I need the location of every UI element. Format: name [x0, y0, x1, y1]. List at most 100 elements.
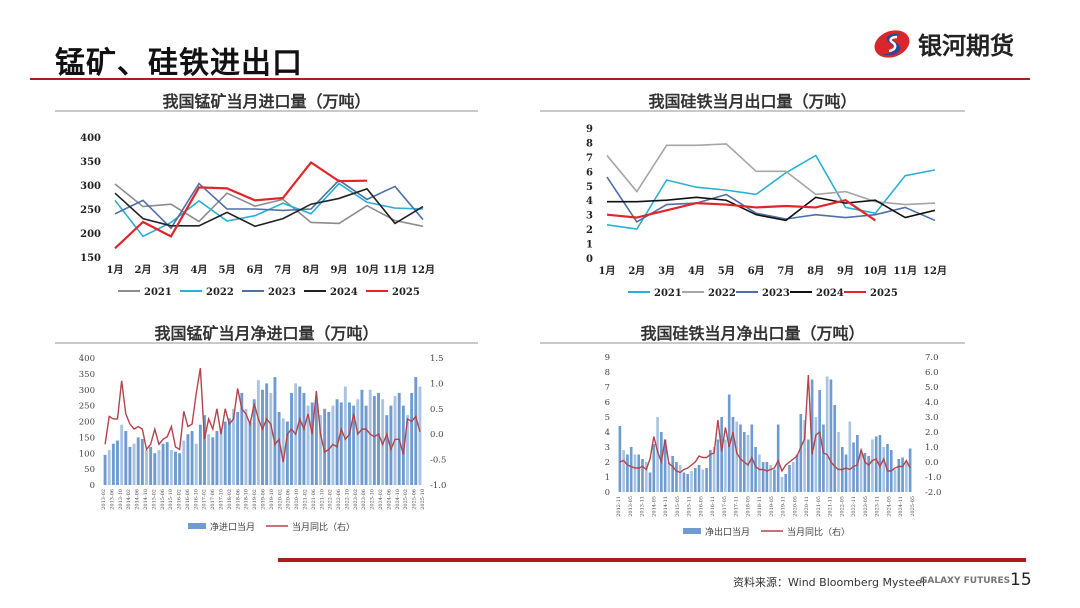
x-tick-label: 7月 [275, 264, 292, 276]
x-tick-label: 2019-05 [769, 496, 775, 517]
x-tick-label: 12月 [923, 265, 947, 277]
x-tick-label: 5月 [219, 264, 236, 276]
series-line-2021 [606, 154, 936, 230]
legend-label: 2022 [206, 287, 234, 298]
bar [675, 462, 678, 492]
y2-tick-label: 2.0 [925, 428, 939, 438]
bar [878, 435, 882, 492]
bar [731, 417, 735, 492]
x-tick-label: 2017-02 [202, 489, 208, 510]
bar [644, 462, 648, 492]
x-tick-label: 7月 [777, 265, 794, 277]
title-divider [30, 78, 1030, 80]
bar [637, 454, 641, 492]
bar [302, 392, 306, 485]
x-tick-label: 2022-06 [336, 489, 342, 510]
chart-ferrosilicon-exports: 9 8 7 6 5 4 3 2 1 0 1月 2月 3月 4月 5月 6月 7月 8月 9月 10月 11月 12月 202… [586, 124, 947, 299]
bar [882, 447, 886, 492]
bar [780, 477, 784, 492]
page-number: 15 [1010, 570, 1032, 590]
bar [211, 437, 215, 485]
bar [136, 437, 140, 485]
bar [248, 421, 252, 485]
bar [298, 386, 302, 485]
bar [803, 420, 806, 492]
bar [256, 380, 260, 485]
bar [273, 377, 277, 485]
series-line-2022 [606, 143, 936, 206]
y-tick-label: 3 [605, 443, 610, 453]
y-tick-label: 300 [80, 181, 101, 192]
y-tick-label: 50 [84, 465, 95, 475]
x-tick-label: 4月 [191, 264, 208, 276]
bar [886, 444, 889, 492]
bar [829, 379, 833, 492]
y2-tick-label: -0.5 [430, 456, 446, 466]
bar [343, 386, 347, 485]
bar [174, 451, 177, 485]
x-tick-label: 8月 [303, 264, 320, 276]
y-tick-label: 200 [80, 229, 101, 240]
bar [223, 421, 227, 485]
x-tick-label: 2019-10 [269, 489, 275, 510]
x-tick-label: 2023-10 [370, 489, 376, 510]
x-tick-label: 9月 [331, 264, 348, 276]
legend-swatch-bars [188, 523, 206, 529]
bar [656, 417, 659, 492]
bar [360, 389, 364, 485]
y2-tick-label: 7.0 [925, 353, 939, 363]
x-tick-label: 5月 [718, 265, 735, 277]
bar [690, 471, 693, 492]
bar [401, 405, 405, 485]
bar [157, 450, 161, 485]
y2-tick-label: 0.0 [925, 458, 939, 468]
y-tick-label: 0 [586, 254, 593, 265]
series-line-2023 [606, 176, 936, 223]
bar [269, 392, 273, 485]
x-tick-label: 2014-11 [663, 496, 669, 517]
legend-label: 净出口当月 [705, 526, 750, 538]
bar [207, 434, 211, 485]
galaxy-futures-logo: 银河期货 [872, 26, 1014, 61]
x-tick-label: 2022-11 [851, 496, 857, 517]
bar [618, 426, 622, 492]
x-tick-label: 2015-05 [675, 496, 681, 517]
chart-title-manganese-net-imports: 我国锰矿当月净进口量（万吨） [154, 324, 379, 343]
y-tick-label: 4 [605, 428, 610, 438]
x-tick-label: 2024-05 [886, 496, 892, 517]
bar [686, 474, 690, 492]
y-tick-label: 7 [605, 383, 610, 393]
legend-label: 2021 [654, 288, 682, 299]
footer-divider [278, 558, 1026, 562]
bar [368, 389, 372, 485]
x-tick-label: 2025-05 [910, 496, 916, 517]
bar [863, 453, 867, 492]
bar [335, 399, 339, 485]
bar [893, 469, 897, 492]
legend-label: 净进口当月 [210, 521, 255, 533]
bar [859, 450, 863, 492]
y-tick-label: 1 [586, 240, 593, 251]
bar [641, 459, 644, 492]
bar [765, 462, 769, 492]
legend-label: 2024 [330, 287, 358, 298]
x-tick-label: 2022-10 [344, 489, 350, 510]
x-tick-label: 2016-11 [710, 496, 716, 517]
bar [414, 377, 418, 485]
x-tick-label: 2020-06 [286, 489, 292, 510]
x-tick-label: 2013-11 [640, 496, 646, 517]
x-tick-label: 2019-02 [252, 489, 258, 510]
x-tick-label: 2024-11 [898, 496, 904, 517]
chart-manganese-imports: 400 350 300 250 200 150 1月 2月 3月 4月 5月 6月 7月 8月 9月 10月 1… [80, 133, 435, 298]
y-tick-label: 1 [605, 473, 610, 483]
x-tick-label: 4月 [688, 265, 705, 277]
x-tick-label: 6月 [748, 265, 765, 277]
x-tick-label: 2021-05 [816, 496, 822, 517]
source-note: 资料来源：Wind Bloomberg Mysteel [733, 576, 926, 589]
x-tick-label: 2014-06 [135, 489, 141, 510]
y-tick-label: 350 [79, 370, 95, 380]
bar [103, 454, 107, 485]
bar [323, 408, 327, 485]
y2-tick-label: 3.0 [925, 413, 939, 423]
x-tick-label: 2021-06 [311, 489, 317, 510]
